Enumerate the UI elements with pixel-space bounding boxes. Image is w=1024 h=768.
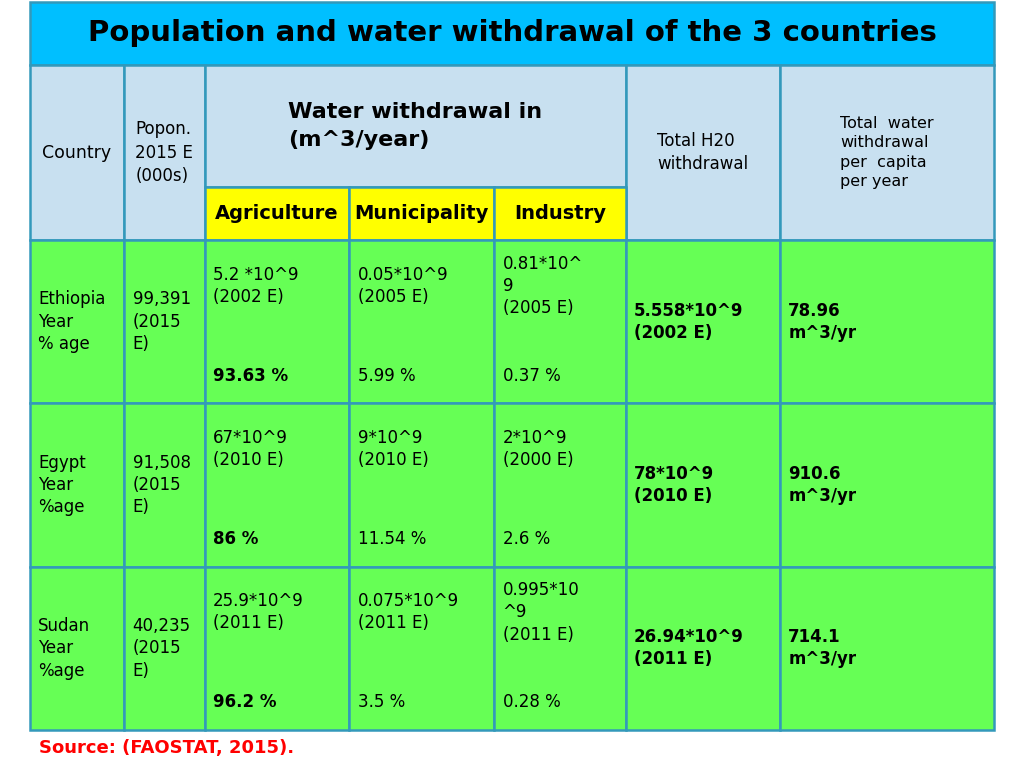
FancyBboxPatch shape bbox=[349, 240, 494, 403]
Text: Municipality: Municipality bbox=[354, 204, 488, 223]
Text: Egypt
Year
%age: Egypt Year %age bbox=[38, 454, 86, 516]
FancyBboxPatch shape bbox=[124, 65, 205, 240]
Text: 5.2 *10^9
(2002 E): 5.2 *10^9 (2002 E) bbox=[213, 266, 299, 306]
FancyBboxPatch shape bbox=[779, 240, 994, 403]
Text: 26.94*10^9
(2011 E): 26.94*10^9 (2011 E) bbox=[634, 628, 743, 668]
Text: 78.96
m^3/yr: 78.96 m^3/yr bbox=[788, 302, 856, 342]
FancyBboxPatch shape bbox=[124, 240, 205, 403]
Text: Population and water withdrawal of the 3 countries: Population and water withdrawal of the 3… bbox=[88, 19, 936, 48]
Text: Total H20
withdrawal: Total H20 withdrawal bbox=[657, 131, 749, 174]
Text: 5.99 %: 5.99 % bbox=[357, 366, 416, 385]
FancyBboxPatch shape bbox=[779, 65, 994, 240]
Text: Water withdrawal in
(m^3/year): Water withdrawal in (m^3/year) bbox=[288, 102, 542, 150]
Text: 96.2 %: 96.2 % bbox=[213, 694, 276, 711]
FancyBboxPatch shape bbox=[494, 403, 626, 567]
FancyBboxPatch shape bbox=[494, 567, 626, 730]
FancyBboxPatch shape bbox=[30, 65, 124, 240]
Text: Country: Country bbox=[42, 144, 112, 161]
Text: Total  water
withdrawal
per  capita
per year: Total water withdrawal per capita per ye… bbox=[841, 116, 934, 189]
FancyBboxPatch shape bbox=[626, 65, 779, 240]
Text: 0.075*10^9
(2011 E): 0.075*10^9 (2011 E) bbox=[357, 592, 459, 633]
FancyBboxPatch shape bbox=[205, 240, 349, 403]
Text: 0.81*10^
9
(2005 E): 0.81*10^ 9 (2005 E) bbox=[503, 254, 583, 317]
Text: Agriculture: Agriculture bbox=[215, 204, 339, 223]
Text: Sudan
Year
%age: Sudan Year %age bbox=[38, 617, 90, 680]
FancyBboxPatch shape bbox=[205, 567, 349, 730]
FancyBboxPatch shape bbox=[124, 403, 205, 567]
Text: 86 %: 86 % bbox=[213, 530, 258, 548]
FancyBboxPatch shape bbox=[30, 240, 124, 403]
Text: 9*10^9
(2010 E): 9*10^9 (2010 E) bbox=[357, 429, 429, 469]
Text: 910.6
m^3/yr: 910.6 m^3/yr bbox=[788, 465, 856, 505]
Text: 11.54 %: 11.54 % bbox=[357, 530, 426, 548]
FancyBboxPatch shape bbox=[349, 187, 494, 240]
FancyBboxPatch shape bbox=[494, 187, 626, 240]
FancyBboxPatch shape bbox=[494, 240, 626, 403]
FancyBboxPatch shape bbox=[205, 65, 626, 187]
Text: 25.9*10^9
(2011 E): 25.9*10^9 (2011 E) bbox=[213, 592, 304, 633]
Text: 78*10^9
(2010 E): 78*10^9 (2010 E) bbox=[634, 465, 715, 505]
FancyBboxPatch shape bbox=[349, 567, 494, 730]
Text: 91,508
(2015
E): 91,508 (2015 E) bbox=[133, 454, 190, 516]
FancyBboxPatch shape bbox=[626, 240, 779, 403]
Text: Popon.
2015 E
(000s): Popon. 2015 E (000s) bbox=[135, 120, 194, 185]
Text: 2*10^9
(2000 E): 2*10^9 (2000 E) bbox=[503, 429, 573, 469]
Text: 40,235
(2015
E): 40,235 (2015 E) bbox=[133, 617, 190, 680]
FancyBboxPatch shape bbox=[779, 403, 994, 567]
Text: 0.28 %: 0.28 % bbox=[503, 694, 560, 711]
Text: 2.6 %: 2.6 % bbox=[503, 530, 550, 548]
Text: 5.558*10^9
(2002 E): 5.558*10^9 (2002 E) bbox=[634, 302, 743, 342]
Text: 714.1
m^3/yr: 714.1 m^3/yr bbox=[788, 628, 856, 668]
FancyBboxPatch shape bbox=[205, 187, 349, 240]
Text: 3.5 %: 3.5 % bbox=[357, 694, 406, 711]
Text: 67*10^9
(2010 E): 67*10^9 (2010 E) bbox=[213, 429, 288, 469]
Text: 93.63 %: 93.63 % bbox=[213, 366, 288, 385]
Text: 0.05*10^9
(2005 E): 0.05*10^9 (2005 E) bbox=[357, 266, 449, 306]
FancyBboxPatch shape bbox=[779, 567, 994, 730]
Text: Industry: Industry bbox=[514, 204, 606, 223]
FancyBboxPatch shape bbox=[30, 567, 124, 730]
FancyBboxPatch shape bbox=[124, 567, 205, 730]
FancyBboxPatch shape bbox=[626, 567, 779, 730]
Text: Ethiopia
Year
% age: Ethiopia Year % age bbox=[38, 290, 105, 353]
FancyBboxPatch shape bbox=[30, 403, 124, 567]
Text: 99,391
(2015
E): 99,391 (2015 E) bbox=[133, 290, 190, 353]
FancyBboxPatch shape bbox=[30, 2, 994, 65]
Text: 0.995*10
^9
(2011 E): 0.995*10 ^9 (2011 E) bbox=[503, 581, 580, 644]
FancyBboxPatch shape bbox=[626, 403, 779, 567]
FancyBboxPatch shape bbox=[349, 403, 494, 567]
Text: Source: (FAOSTAT, 2015).: Source: (FAOSTAT, 2015). bbox=[39, 739, 294, 757]
FancyBboxPatch shape bbox=[205, 403, 349, 567]
Text: 0.37 %: 0.37 % bbox=[503, 366, 560, 385]
